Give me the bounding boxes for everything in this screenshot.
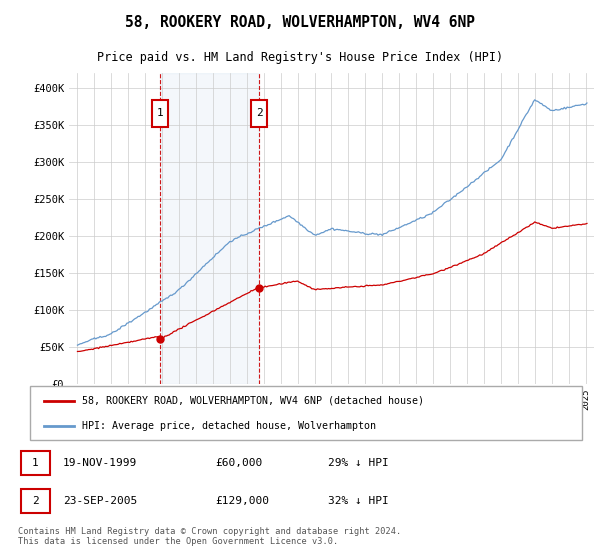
- FancyBboxPatch shape: [30, 386, 582, 440]
- FancyBboxPatch shape: [251, 100, 266, 127]
- Text: HPI: Average price, detached house, Wolverhampton: HPI: Average price, detached house, Wolv…: [82, 421, 376, 431]
- Text: 19-NOV-1999: 19-NOV-1999: [63, 458, 137, 468]
- Text: £60,000: £60,000: [215, 458, 263, 468]
- Bar: [160, 73, 259, 384]
- Text: £129,000: £129,000: [215, 496, 269, 506]
- Text: 29% ↓ HPI: 29% ↓ HPI: [328, 458, 389, 468]
- Text: 2: 2: [256, 108, 262, 118]
- Text: 58, ROOKERY ROAD, WOLVERHAMPTON, WV4 6NP (detached house): 58, ROOKERY ROAD, WOLVERHAMPTON, WV4 6NP…: [82, 396, 424, 406]
- Text: Contains HM Land Registry data © Crown copyright and database right 2024.
This d: Contains HM Land Registry data © Crown c…: [18, 527, 401, 547]
- Text: 1: 1: [157, 108, 163, 118]
- FancyBboxPatch shape: [152, 100, 168, 127]
- Text: 1: 1: [32, 458, 39, 468]
- Text: Price paid vs. HM Land Registry's House Price Index (HPI): Price paid vs. HM Land Registry's House …: [97, 51, 503, 64]
- Text: 32% ↓ HPI: 32% ↓ HPI: [328, 496, 389, 506]
- Text: 2: 2: [32, 496, 39, 506]
- FancyBboxPatch shape: [21, 489, 50, 513]
- FancyBboxPatch shape: [21, 450, 50, 475]
- Text: 58, ROOKERY ROAD, WOLVERHAMPTON, WV4 6NP: 58, ROOKERY ROAD, WOLVERHAMPTON, WV4 6NP: [125, 15, 475, 30]
- Text: 23-SEP-2005: 23-SEP-2005: [63, 496, 137, 506]
